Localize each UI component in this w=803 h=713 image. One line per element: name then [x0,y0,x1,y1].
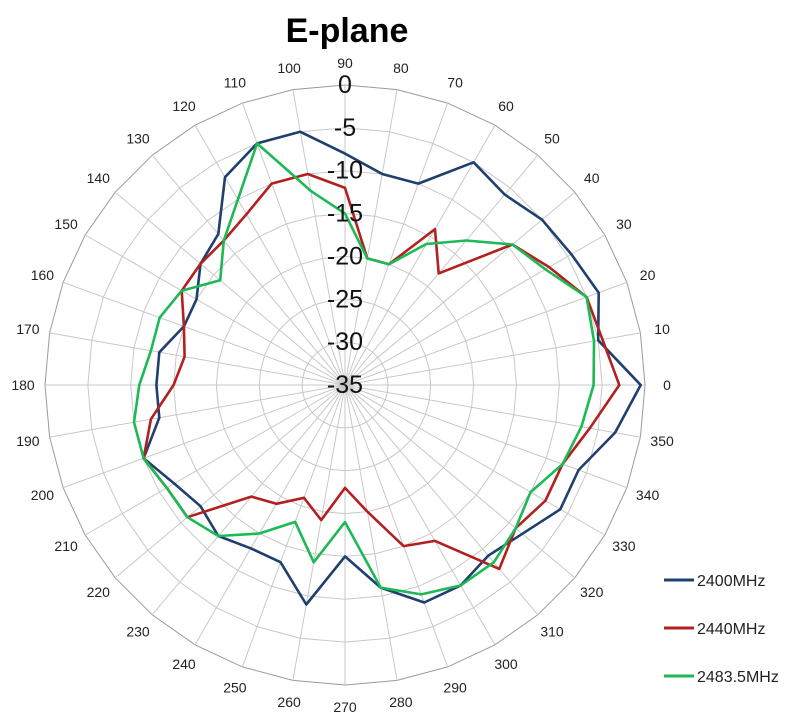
legend: 2400MHz 2440MHz 2483.5MHz [664,573,779,686]
radial-tick-label: -35 [327,371,363,399]
grid-spoke [344,234,606,386]
angle-tick-label: 270 [333,699,357,713]
grid-spoke [151,384,346,616]
grid-spoke [344,384,449,668]
grid-spoke [151,154,346,386]
angle-tick-label: 340 [636,487,660,503]
legend-label: 2440MHz [697,621,765,638]
grid-spoke [241,102,346,386]
angle-tick-label: 90 [337,55,353,71]
grid-spoke [344,281,628,386]
radial-tick-label: 0 [338,71,352,99]
angle-tick-label: 260 [277,694,301,710]
grid-spoke [241,384,346,668]
angle-tick-label: 310 [540,624,564,640]
angle-tick-label: 290 [443,680,467,696]
angle-tick-label: 70 [447,74,463,90]
grid-spoke [49,384,346,438]
angle-tick-label: 150 [54,216,78,232]
angle-tick-label: 300 [494,656,518,672]
radial-tick-label: -5 [334,114,356,142]
radial-tick-label: -10 [327,157,363,185]
grid-spoke [344,124,496,386]
grid-spoke [344,384,576,579]
angle-tick-label: 160 [31,267,55,283]
series-lines [132,130,643,606]
angle-tick-label: 130 [126,130,150,146]
angle-tick-label: 0 [663,377,671,393]
angle-tick-label: 230 [126,624,150,640]
angle-tick-label: 220 [87,584,111,600]
grid-spoke [344,384,606,536]
grid-spoke [344,89,398,386]
angle-tick-label: 320 [580,584,604,600]
angle-tick-label: 210 [54,538,78,554]
angle-labels: 0 10 20 30 40 50 60 70 80 90 100 110 120 130 140 150 160… [11,55,674,713]
grid-spoke [344,384,496,646]
angle-tick-label: 40 [584,170,600,186]
grid-spoke [344,384,398,681]
angle-tick-label: 240 [172,656,196,672]
chart-title: E-plane [286,12,409,50]
radial-tick-label: -20 [327,242,363,270]
angle-tick-label: 180 [11,377,35,393]
series-line-2483.5MHz [132,142,596,596]
angle-tick-label: 250 [223,680,247,696]
angle-tick-label: 190 [16,433,40,449]
grid-spoke [292,384,346,681]
radial-tick-label: -15 [327,200,363,228]
angle-tick-label: 10 [654,321,670,337]
grid-spoke [194,124,346,386]
angle-tick-label: 140 [87,170,111,186]
angle-tick-label: 60 [498,98,514,114]
grid-spoke [344,332,641,386]
radial-tick-label: -30 [327,328,363,356]
legend-label: 2483.5MHz [697,669,779,686]
grid-spoke [344,102,449,386]
angle-tick-label: 20 [640,267,656,283]
radial-tick-label: -25 [327,285,363,313]
grid-spoke [49,332,346,386]
angle-tick-label: 100 [277,60,301,76]
angle-tick-label: 110 [224,74,247,90]
radial-labels: 0 -5 -10 -15 -20 -25 -30 -35 [327,71,363,399]
angle-tick-label: 170 [16,321,40,337]
grid-spoke [84,234,346,386]
angle-tick-label: 200 [31,487,55,503]
grid-spoke [114,191,346,386]
grid-spoke [344,154,539,386]
grid-spoke [292,89,346,386]
grid-spoke [194,384,346,646]
angle-tick-label: 350 [650,433,674,449]
angle-tick-label: 80 [393,60,409,76]
grid-spoke [62,281,346,386]
series-line-2440MHz [142,172,621,571]
angle-tick-label: 30 [616,216,632,232]
grid-spoke [114,384,346,579]
grid-spoke [84,384,346,536]
grid-spoke [344,191,576,386]
legend-label: 2400MHz [697,573,765,590]
angle-tick-label: 50 [544,130,560,146]
angle-tick-label: 280 [389,694,413,710]
angle-tick-label: 120 [172,98,196,114]
grid-spoke [62,384,346,489]
grid-spoke [344,384,539,616]
angle-tick-label: 330 [612,538,636,554]
